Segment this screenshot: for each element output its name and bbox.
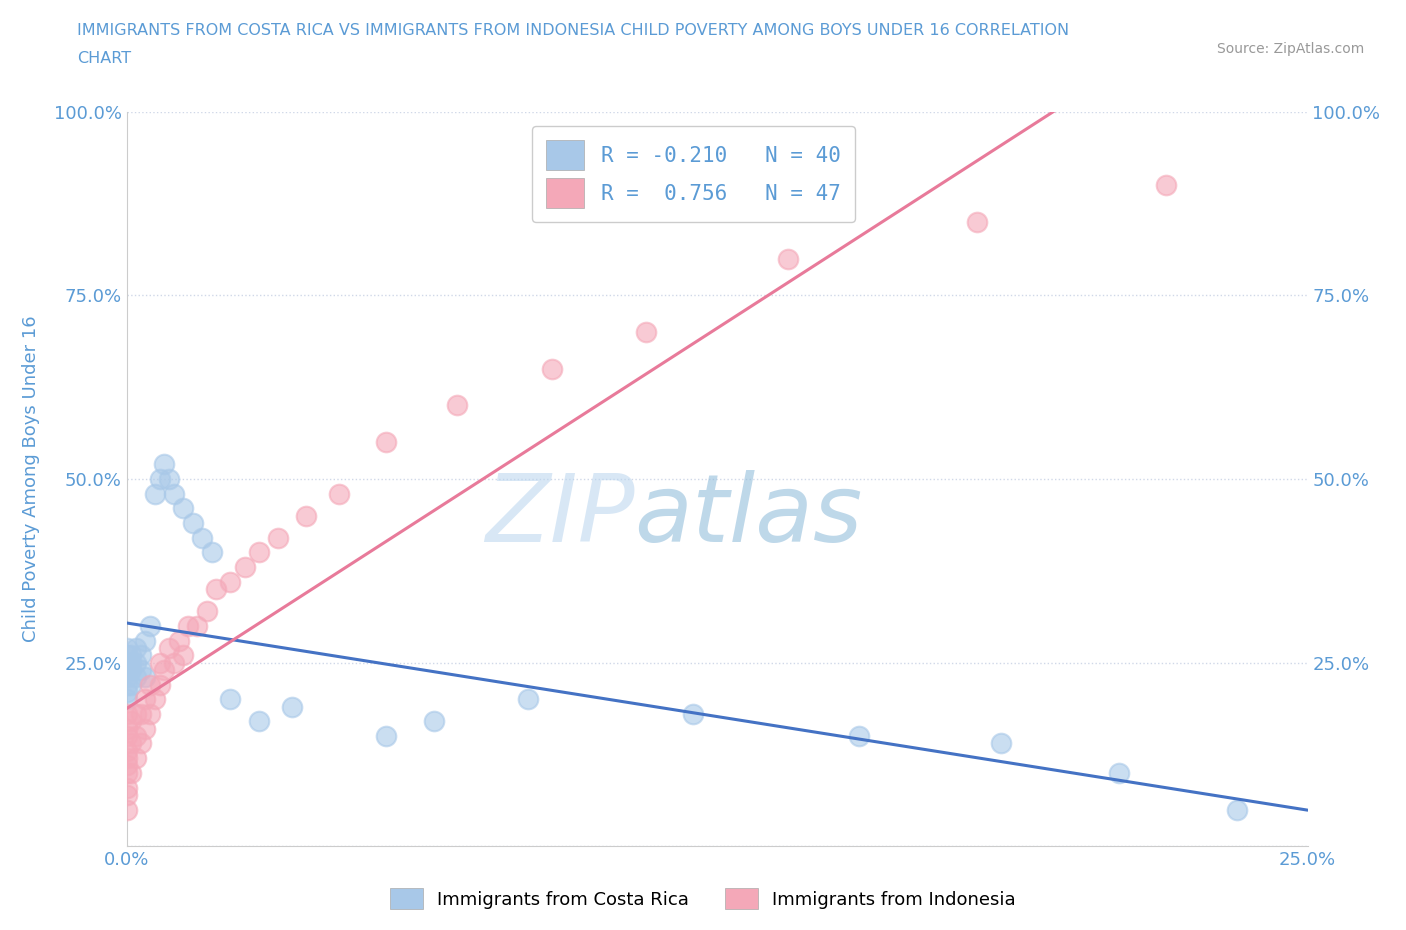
Point [120, 677, 142, 692]
Point [281, 699, 304, 714]
Point [181, 515, 204, 530]
Point [191, 530, 214, 545]
Point [157, 641, 180, 656]
Point [295, 508, 318, 523]
Point [115, 684, 138, 699]
Point [163, 486, 186, 501]
Point [115, 751, 138, 765]
Point [115, 707, 138, 722]
Point [267, 530, 290, 545]
Point [115, 670, 138, 684]
Point [139, 618, 162, 633]
Point [200, 545, 222, 560]
Point [233, 560, 256, 575]
Point [115, 641, 138, 656]
Point [115, 729, 138, 744]
Point [149, 472, 172, 486]
Point [134, 670, 156, 684]
Point [134, 692, 156, 707]
Point [186, 618, 208, 633]
Point [966, 215, 988, 230]
Point [139, 707, 162, 722]
Y-axis label: Child Poverty Among Boys Under 16: Child Poverty Among Boys Under 16 [21, 315, 39, 643]
Point [120, 648, 142, 663]
Point [129, 662, 152, 677]
Point [776, 251, 799, 266]
Point [143, 486, 166, 501]
Point [172, 501, 194, 516]
Text: Source: ZipAtlas.com: Source: ZipAtlas.com [1216, 42, 1364, 56]
Point [115, 662, 138, 677]
Point [1108, 765, 1130, 780]
Point [167, 633, 190, 648]
Text: ZIP: ZIP [485, 471, 634, 561]
Point [157, 472, 180, 486]
Point [120, 714, 142, 729]
Point [219, 692, 242, 707]
Point [153, 662, 176, 677]
Point [134, 722, 156, 737]
Point [517, 692, 540, 707]
Point [1226, 802, 1249, 817]
Point [172, 648, 194, 663]
Point [129, 736, 152, 751]
Point [115, 758, 138, 773]
Point [540, 361, 562, 376]
Point [125, 641, 148, 656]
Point [134, 633, 156, 648]
Point [125, 707, 148, 722]
Point [375, 729, 398, 744]
Point [115, 722, 138, 737]
Point [125, 751, 148, 765]
Point [115, 765, 138, 780]
Point [125, 729, 148, 744]
Point [115, 802, 138, 817]
Point [990, 736, 1012, 751]
Text: CHART: CHART [77, 51, 131, 66]
Point [195, 604, 218, 618]
Point [682, 707, 704, 722]
Point [149, 656, 172, 671]
Point [120, 736, 142, 751]
Point [115, 656, 138, 671]
Point [115, 743, 138, 758]
Point [636, 325, 658, 339]
Point [115, 780, 138, 795]
Point [115, 677, 138, 692]
Point [120, 656, 142, 671]
Point [247, 545, 270, 560]
Point [115, 648, 138, 663]
Point [848, 729, 870, 744]
Point [177, 618, 200, 633]
Point [139, 677, 162, 692]
Point [163, 656, 186, 671]
Point [375, 435, 398, 450]
Point [129, 707, 152, 722]
Legend: R = -0.210   N = 40, R =  0.756   N = 47: R = -0.210 N = 40, R = 0.756 N = 47 [531, 126, 855, 222]
Point [125, 656, 148, 671]
Point [115, 692, 138, 707]
Point [1154, 178, 1177, 193]
Point [129, 648, 152, 663]
Point [120, 662, 142, 677]
Text: IMMIGRANTS FROM COSTA RICA VS IMMIGRANTS FROM INDONESIA CHILD POVERTY AMONG BOYS: IMMIGRANTS FROM COSTA RICA VS IMMIGRANTS… [77, 23, 1070, 38]
Point [115, 788, 138, 803]
Point [120, 765, 142, 780]
Point [328, 486, 350, 501]
Point [422, 714, 444, 729]
Point [149, 677, 172, 692]
Point [125, 670, 148, 684]
Text: atlas: atlas [634, 471, 863, 561]
Point [153, 457, 176, 472]
Point [446, 398, 468, 413]
Point [205, 582, 228, 597]
Point [143, 692, 166, 707]
Point [247, 714, 270, 729]
Legend: Immigrants from Costa Rica, Immigrants from Indonesia: Immigrants from Costa Rica, Immigrants f… [382, 881, 1024, 916]
Point [219, 575, 242, 590]
